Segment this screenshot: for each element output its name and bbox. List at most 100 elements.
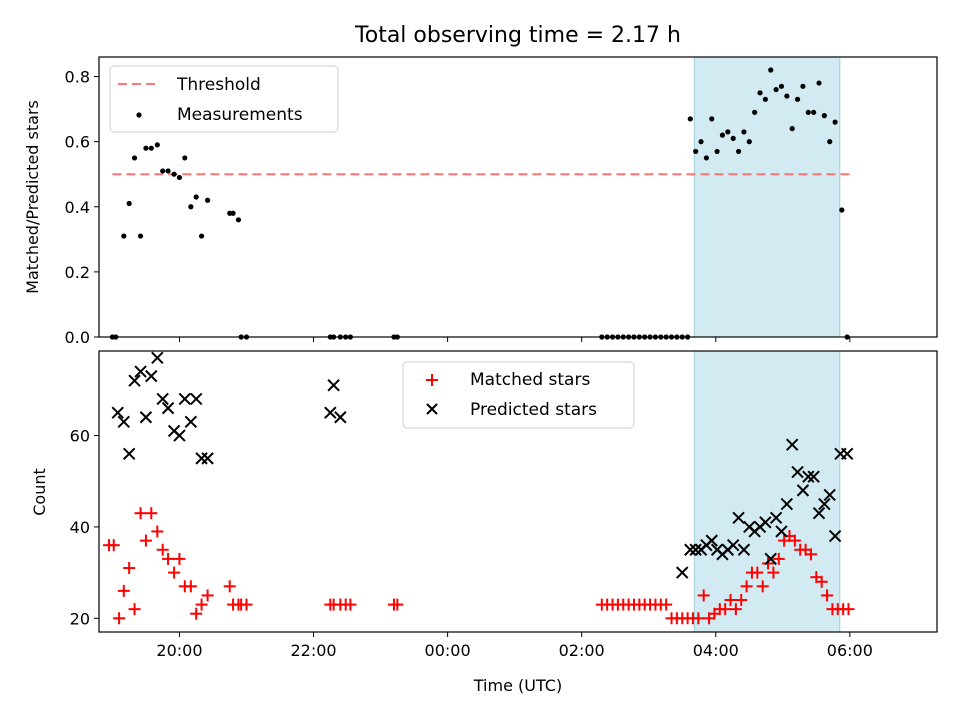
bottom-axes-frame	[98, 350, 938, 633]
matched-stars-point	[195, 598, 208, 611]
matched-stars-point	[660, 598, 673, 611]
predicted-stars-legend-swatch	[426, 403, 438, 415]
top-panel: 0.00.20.40.60.8 Matched/Predicted stars …	[23, 56, 938, 347]
matched-stars-point	[804, 548, 817, 561]
x-tick-label: 20:00	[156, 641, 202, 660]
matched-stars-point	[719, 603, 732, 616]
matched-stars-point	[697, 589, 710, 602]
predicted-stars-point	[161, 401, 175, 415]
predicted-stars-point	[156, 392, 169, 406]
measurement-point	[725, 129, 731, 135]
y-tick-label: 0.0	[65, 328, 90, 347]
measurement-point	[165, 168, 171, 174]
matched-stars-point	[113, 612, 126, 625]
matched-stars-point	[223, 580, 236, 593]
measurement-point	[741, 129, 747, 135]
x-tick-label: 02:00	[559, 641, 605, 660]
predicted-stars-point	[334, 411, 347, 424]
x-tick-label: 00:00	[425, 641, 471, 660]
predicted-stars-point	[737, 543, 751, 556]
predicted-stars-point	[705, 534, 718, 547]
measurement-point	[784, 93, 790, 99]
measurement-point	[709, 116, 715, 122]
measurement-point	[698, 139, 704, 145]
top-highlight-span	[694, 57, 840, 337]
predicted-stars-point	[828, 529, 842, 543]
measurement-point	[230, 210, 236, 216]
matched-stars-point	[128, 603, 141, 616]
y-tick-label: 0.4	[65, 198, 90, 217]
matched-stars-point	[762, 557, 775, 570]
measurement-point	[730, 135, 736, 141]
matched-stars-point	[788, 534, 801, 547]
measurement-point	[832, 119, 838, 125]
measurement-point	[137, 233, 144, 239]
predicted-stars-point	[676, 566, 689, 579]
predicted-stars-point	[732, 511, 745, 524]
top-legend: Threshold Measurements	[109, 65, 339, 133]
bottom-y-axis-label: Count	[30, 468, 49, 516]
matched-stars-point	[724, 594, 737, 607]
predicted-stars-point	[195, 452, 208, 465]
measurement-point	[160, 168, 166, 174]
top-x-ticks	[178, 337, 851, 342]
predicted-stars-point	[840, 447, 854, 461]
matched-stars-legend-label: Matched stars	[470, 370, 590, 390]
predicted-stars-point	[190, 392, 203, 406]
measurement-point	[839, 207, 845, 213]
predicted-stars-point	[128, 374, 141, 387]
measurement-point	[131, 155, 138, 161]
predicted-stars-legend-label: Predicted stars	[470, 400, 597, 420]
matched-stars-point	[139, 534, 152, 547]
matched-stars-point	[756, 580, 769, 593]
measurement-point	[811, 109, 817, 115]
measurement-point	[773, 86, 779, 93]
predicted-stars-point	[818, 497, 831, 511]
measurement-point	[735, 148, 742, 155]
matched-stars-point	[751, 566, 764, 579]
measurement-point	[182, 155, 188, 161]
measurements-legend-swatch	[136, 112, 142, 118]
x-tick-label: 04:00	[693, 641, 739, 660]
y-tick-label: 0.6	[65, 133, 90, 152]
matched-stars-point	[201, 589, 214, 602]
y-tick-label: 20	[70, 609, 90, 628]
measurement-point	[746, 139, 752, 145]
matched-stars-point	[815, 575, 828, 588]
matched-stars-point	[184, 580, 197, 593]
y-tick-label: 40	[70, 518, 90, 537]
predicted-stars-point	[139, 411, 153, 424]
matched-stars-point	[729, 603, 742, 616]
measurement-point	[800, 83, 806, 89]
x-tick-label: 22:00	[290, 641, 336, 660]
predicted-stars-point	[184, 415, 198, 429]
matched-stars-point	[344, 598, 357, 611]
measurement-point	[198, 233, 205, 239]
measurement-point	[143, 145, 149, 151]
predicted-stars-point	[796, 484, 810, 497]
measurement-point	[171, 171, 177, 177]
measurement-point	[193, 194, 199, 200]
predicted-stars-point	[775, 525, 788, 538]
predicted-stars-point	[823, 488, 836, 502]
predicted-stars-point	[726, 538, 740, 552]
predicted-stars-point	[812, 506, 826, 520]
count-points	[103, 351, 855, 625]
y-tick-label: 60	[70, 427, 90, 446]
predicted-stars-point	[117, 415, 131, 429]
bottom-highlight-span	[694, 351, 840, 632]
measurement-point	[719, 132, 726, 138]
measurement-point	[757, 90, 763, 96]
predicted-stars-point	[111, 406, 124, 419]
measurement-point	[154, 142, 160, 148]
x-tick-label: 06:00	[827, 641, 873, 660]
matched-stars-point	[168, 566, 181, 579]
bottom-x-ticks: 20:00 22:00 00:00 02:00 04:00 06:00	[156, 632, 873, 660]
measurement-point	[827, 139, 833, 145]
predicted-stars-point	[178, 392, 192, 406]
predicted-stars-point	[769, 511, 783, 524]
bottom-legend: Matched stars Predicted stars	[402, 361, 635, 429]
measurement-point	[205, 197, 211, 203]
predicted-stars-point	[151, 351, 164, 365]
